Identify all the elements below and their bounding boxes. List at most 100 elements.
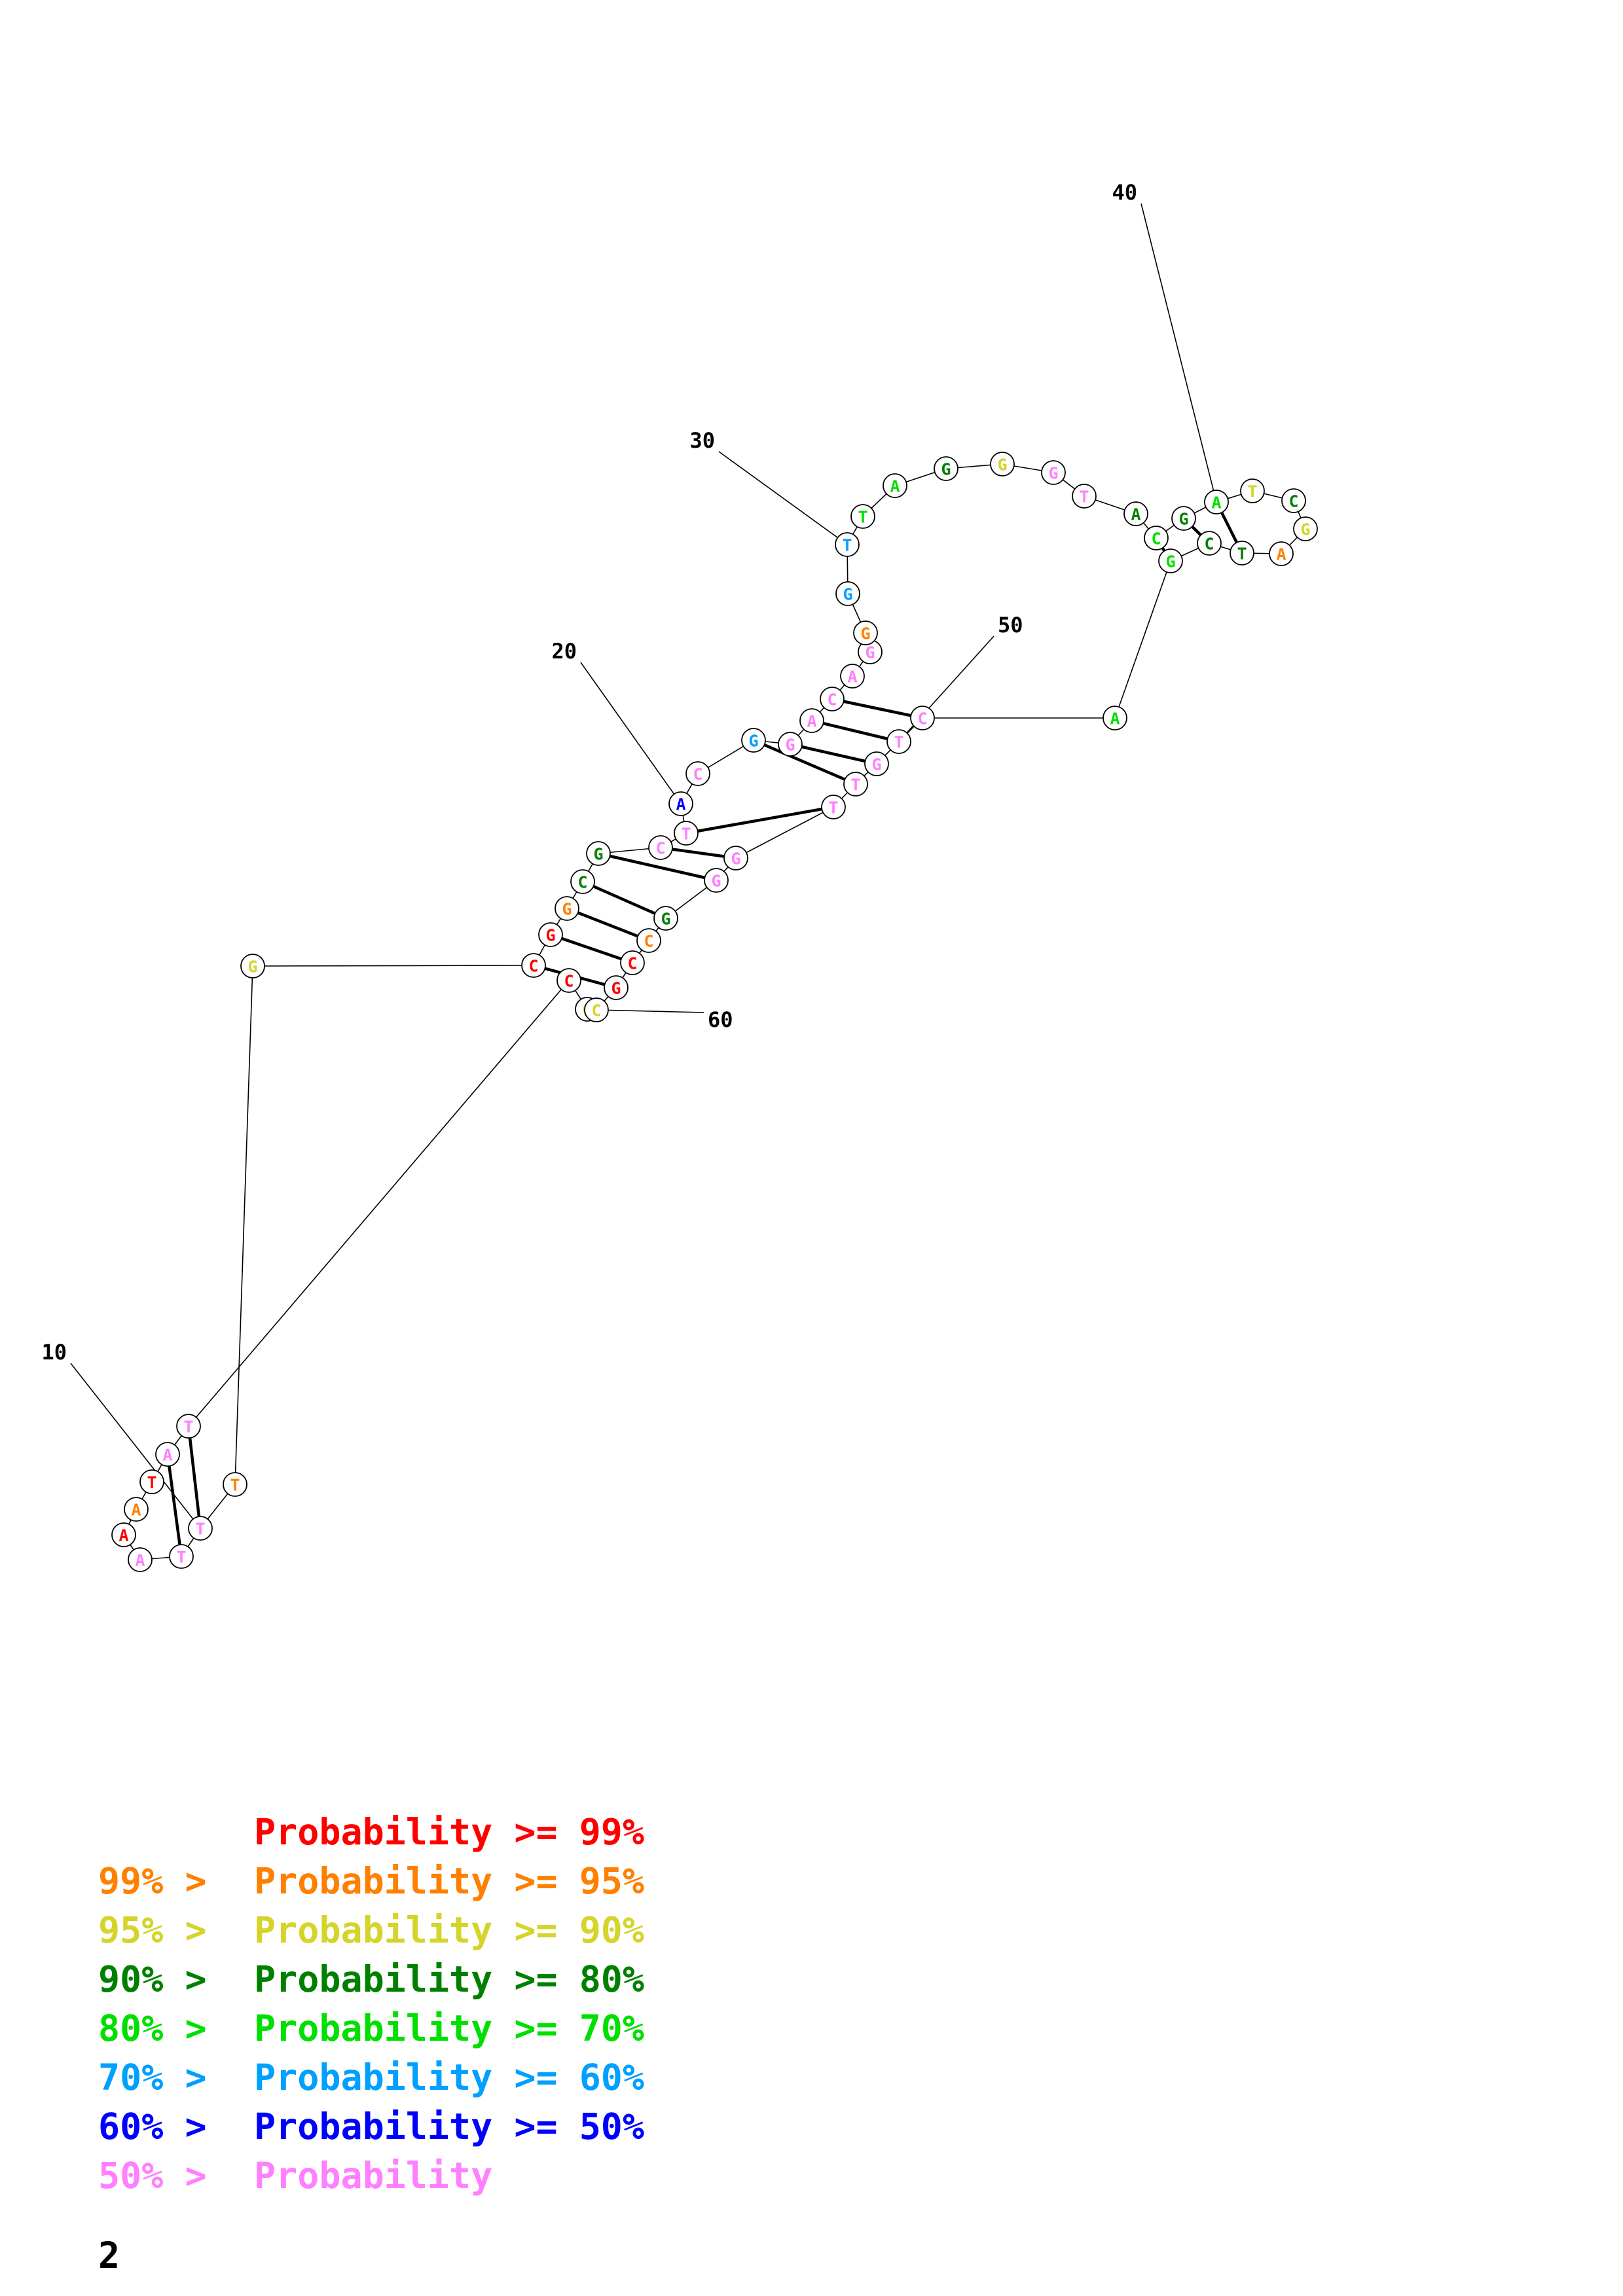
nucleotide-base: G: [1165, 552, 1175, 571]
nucleotide-circle: [668, 791, 693, 816]
nucleotide-11: T: [223, 1472, 247, 1497]
nucleotide-base: A: [162, 1446, 172, 1465]
nucleotide-53: T: [821, 795, 846, 819]
base-pair-bond: [598, 852, 717, 882]
nucleotide-8: A: [128, 1547, 153, 1572]
nucleotide-51: G: [864, 751, 889, 776]
probability-legend: Probability >= 99% 99% > Probability >= 9…: [98, 1811, 644, 2197]
nucleotide-22: G: [741, 728, 766, 753]
nucleotide-55: G: [704, 868, 729, 893]
nucleotide-base: G: [1048, 464, 1058, 483]
nucleotide-36: T: [1072, 484, 1097, 509]
nucleotide-base: T: [1237, 545, 1247, 564]
position-label-40: 40: [1112, 180, 1137, 205]
nucleotide-base: A: [807, 712, 816, 731]
nucleotide-base: G: [1178, 510, 1188, 529]
base-pair-bond: [831, 697, 923, 720]
nucleotide-base: G: [860, 624, 870, 643]
nucleotide-circle: [653, 906, 678, 931]
nucleotide-52: T: [843, 772, 868, 797]
nucleotide-base: T: [828, 798, 838, 817]
legend-row: Probability >= 99%: [254, 1811, 644, 1853]
base-pair-bond: [187, 1426, 202, 1529]
nucleotide-circle: [850, 504, 875, 529]
nucleotide-circle: [648, 835, 673, 860]
nucleotide-base: T: [183, 1418, 193, 1437]
nucleotide-circle: [1240, 478, 1265, 503]
nucleotide-circle: [538, 922, 563, 947]
nucleotide-circle: [169, 1544, 194, 1569]
nucleotide-14: G: [538, 922, 563, 947]
base-pair-bond: [660, 846, 737, 860]
nucleotide-26: A: [840, 664, 865, 689]
nucleotide-41: T: [1240, 478, 1265, 503]
nucleotide-base: C: [577, 873, 587, 892]
legend-row: 90% > Probability >= 80%: [98, 1958, 644, 2000]
nucleotide-base: A: [1211, 493, 1221, 512]
nucleotide-3: T: [176, 1414, 201, 1439]
nucleotide-43: G: [1293, 516, 1318, 541]
nucleotide-circle: [586, 841, 611, 866]
nucleotide-circle: [835, 581, 860, 606]
legend-text: Probability >= 80%: [254, 1958, 644, 2000]
nucleotide-circle: [1144, 526, 1169, 550]
position-tick: [70, 1363, 201, 1529]
nucleotide-base: T: [894, 733, 903, 752]
nucleotide-circle: [1158, 548, 1183, 573]
nucleotide-base: C: [528, 957, 538, 976]
base-pair-bond: [582, 880, 666, 920]
nucleotide-circle: [555, 896, 579, 921]
legend-row: 60% > Probability >= 50%: [98, 2106, 644, 2147]
nucleotide-base: G: [661, 910, 670, 929]
nucleotide-base: C: [1204, 535, 1214, 554]
nucleotide-base: A: [119, 1526, 128, 1545]
base-pair-bond: [753, 738, 856, 786]
legend-prefix: 60% >: [98, 2106, 207, 2147]
nucleotide-57: C: [636, 928, 661, 953]
nucleotide-circle: [1230, 541, 1254, 565]
nucleotide-base: T: [195, 1520, 205, 1539]
nucleotide-47: G: [1158, 548, 1183, 573]
nucleotide-base: A: [890, 477, 900, 496]
page-number: 2: [98, 2234, 120, 2276]
nucleotide-39: G: [1171, 506, 1196, 531]
nucleotide-13: C: [521, 953, 546, 978]
nucleotide-19: T: [674, 821, 699, 846]
legend-text: Probability >= 70%: [254, 2007, 644, 2049]
nucleotide-circle: [990, 452, 1015, 476]
nucleotide-58: C: [620, 950, 645, 975]
nucleotide-circle: [723, 846, 748, 870]
base-pair-bond: [811, 719, 900, 744]
nucleotide-circle: [883, 473, 907, 498]
nucleotide-circle: [685, 761, 710, 786]
nucleotide-circle: [1204, 490, 1229, 514]
nucleotide-12: G: [240, 954, 265, 978]
nucleotide-48: A: [1103, 706, 1127, 730]
nucleotide-circle: [1269, 541, 1294, 566]
nucleotide-42: C: [1281, 488, 1306, 513]
backbone-segment: [252, 965, 534, 967]
position-tick: [1140, 203, 1217, 503]
legend-text: Probability >= 50%: [254, 2106, 644, 2147]
nucleotide-20: A: [668, 791, 693, 816]
legend-text: Probability: [254, 2155, 492, 2197]
nucleotide-base: A: [676, 795, 685, 814]
legend-text: Probability >= 95%: [254, 1860, 644, 1902]
nucleotide-5: T: [139, 1469, 164, 1494]
nucleotide-base: C: [591, 1001, 601, 1020]
nucleotide-circle: [1171, 506, 1196, 531]
nucleotide-base: T: [147, 1473, 156, 1492]
nucleotide-base: C: [693, 765, 702, 784]
nucleotide-40: A: [1204, 490, 1229, 514]
nucleotide-base: G: [997, 456, 1007, 475]
nucleotide-base: G: [611, 979, 621, 998]
nucleotide-15: G: [555, 896, 579, 921]
nucleotide-37: A: [1123, 501, 1148, 526]
backbone-segment: [1114, 560, 1171, 719]
nucleotide-60: C: [584, 997, 609, 1022]
nucleotide-circle: [821, 795, 846, 819]
nucleotide-base: C: [627, 954, 637, 973]
nucleotide-circle: [820, 687, 845, 711]
nucleotide-25: C: [820, 687, 845, 711]
nucleotide-base: A: [135, 1551, 145, 1570]
